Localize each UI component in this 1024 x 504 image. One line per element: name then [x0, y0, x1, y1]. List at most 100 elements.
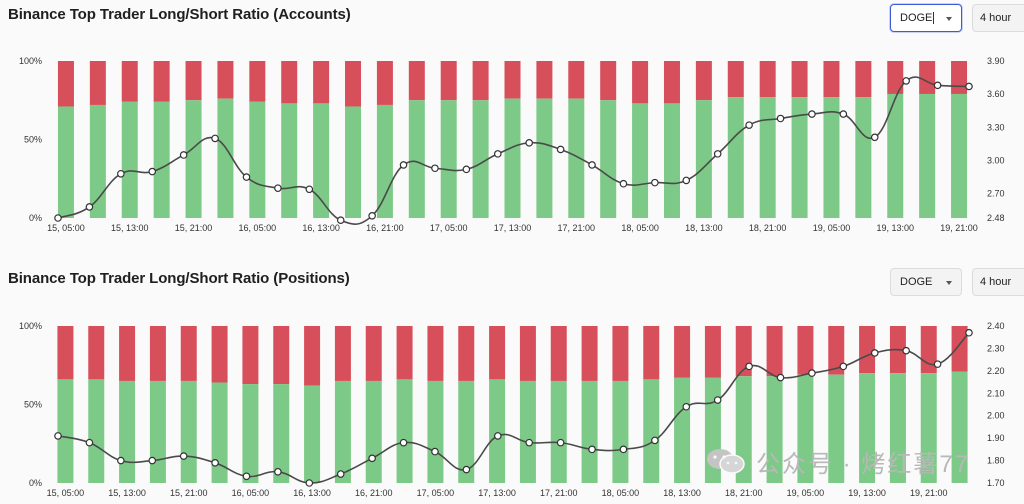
long-bar — [791, 97, 808, 218]
right-axis-tick-label: 2.40 — [987, 321, 1005, 331]
long-bar — [304, 385, 321, 483]
right-axis-tick-label: 3.60 — [987, 89, 1005, 99]
long-bar — [951, 93, 968, 218]
x-axis-tick-label: 19, 13:00 — [876, 223, 914, 233]
short-bar — [855, 61, 872, 98]
short-bar — [504, 61, 521, 99]
x-axis-tick-label: 16, 13:00 — [302, 223, 340, 233]
short-bar — [663, 61, 680, 104]
ratio-point — [336, 216, 345, 225]
long-bar — [396, 379, 413, 483]
left-axis-tick-label: 50% — [24, 400, 42, 410]
short-bar — [185, 61, 202, 101]
right-axis-tick-label: 2.70 — [987, 189, 1005, 199]
x-axis-tick-label: 15, 21:00 — [175, 223, 213, 233]
ratio-point — [556, 438, 565, 447]
x-axis-tick-label: 16, 21:00 — [366, 223, 404, 233]
ratio-point — [431, 164, 439, 173]
short-bar — [440, 61, 457, 101]
left-axis-tick-label: 50% — [24, 135, 42, 145]
long-bar — [550, 380, 567, 483]
short-bar — [695, 61, 712, 101]
short-bar — [458, 326, 475, 381]
short-bar — [704, 326, 721, 378]
short-bar — [88, 326, 105, 380]
right-axis-tick-label: 1.70 — [987, 478, 1005, 488]
long-bar — [643, 379, 660, 483]
long-bar — [504, 98, 521, 218]
symbol-select-value: DOGE — [900, 276, 933, 288]
x-axis-tick-label: 17, 13:00 — [478, 488, 516, 498]
period-select-value: 4 hour — [980, 276, 1012, 288]
chart-title: Binance Top Trader Long/Short Ratio (Acc… — [8, 6, 351, 23]
left-axis-tick-label: 100% — [19, 321, 42, 331]
right-axis-tick-label: 3.00 — [987, 156, 1005, 166]
long-bar — [828, 374, 845, 483]
short-bar — [674, 326, 691, 378]
short-bar — [887, 61, 904, 94]
x-axis-tick-label: 16, 21:00 — [355, 488, 393, 498]
x-axis-tick-label: 19, 05:00 — [813, 223, 851, 233]
short-bar — [408, 61, 425, 101]
long-bar — [365, 380, 382, 483]
long-bar — [887, 93, 904, 218]
long-bar — [568, 98, 585, 218]
long-bar — [766, 376, 783, 483]
x-axis-tick-label: 16, 05:00 — [239, 223, 277, 233]
right-axis-tick-label: 2.10 — [987, 388, 1005, 398]
right-axis-tick-label: 2.00 — [987, 411, 1005, 421]
ratio-point — [431, 447, 439, 456]
ratio-point — [839, 362, 848, 371]
x-axis-tick-label: 19, 05:00 — [787, 488, 825, 498]
x-axis-tick-label: 17, 21:00 — [558, 223, 596, 233]
long-bar — [180, 380, 197, 483]
short-bar — [345, 61, 362, 107]
symbol-select-value: DOGE — [900, 12, 933, 24]
x-axis-tick-label: 16, 05:00 — [232, 488, 270, 498]
ratio-point — [493, 150, 502, 158]
ratio-point — [651, 436, 659, 445]
long-bar — [57, 106, 74, 218]
short-bar — [180, 326, 197, 381]
ratio-point — [682, 176, 691, 185]
right-axis-tick-label: 3.30 — [987, 122, 1005, 132]
right-axis-tick-label: 1.80 — [987, 456, 1005, 466]
x-axis-tick-label: 19, 13:00 — [848, 488, 886, 498]
short-bar — [427, 326, 444, 381]
left-axis-tick-label: 0% — [29, 213, 42, 223]
ratio-point — [117, 169, 125, 178]
ratio-point — [651, 178, 659, 187]
long-bar — [334, 380, 351, 483]
symbol-select[interactable]: DOGE — [890, 4, 962, 32]
right-axis-tick-label: 3.90 — [987, 56, 1005, 66]
ratio-point — [462, 165, 471, 174]
ratio-point — [54, 432, 62, 440]
ratio-point — [933, 81, 942, 90]
period-select[interactable]: 4 hour — [972, 4, 1024, 32]
long-bar — [472, 100, 489, 218]
long-bar — [859, 373, 876, 483]
ratio-point — [745, 121, 753, 129]
ratio-point — [870, 133, 879, 142]
ratio-point — [588, 445, 596, 454]
accounts-chart-panel: Binance Top Trader Long/Short Ratio (Acc… — [8, 4, 1024, 233]
long-bar — [376, 104, 393, 218]
short-bar — [643, 326, 660, 380]
long-bar — [674, 377, 691, 483]
ratio-point — [776, 114, 785, 123]
long-bar — [536, 98, 553, 218]
ratio-point — [619, 445, 628, 454]
accounts-chart: 0% 50% 100% 2.48 2.70 3.00 3.30 3.60 3.90 15, 05:… — [19, 56, 1005, 233]
ratio-point — [54, 214, 62, 222]
short-bar — [759, 61, 776, 98]
long-bar — [281, 103, 298, 218]
long-bar — [89, 104, 106, 218]
positions-chart: 0% 50% 100% 1.70 1.80 1.90 2.00 2.10 2.20 2.30 2.4… — [19, 321, 1005, 498]
ratio-point — [525, 438, 534, 447]
x-axis-tick-label: 19, 21:00 — [940, 223, 978, 233]
period-select[interactable]: 4 hour — [972, 268, 1024, 296]
ratio-point — [274, 184, 282, 192]
symbol-select[interactable]: DOGE — [890, 268, 962, 296]
long-bar — [57, 379, 74, 483]
ratio-point — [839, 110, 848, 118]
